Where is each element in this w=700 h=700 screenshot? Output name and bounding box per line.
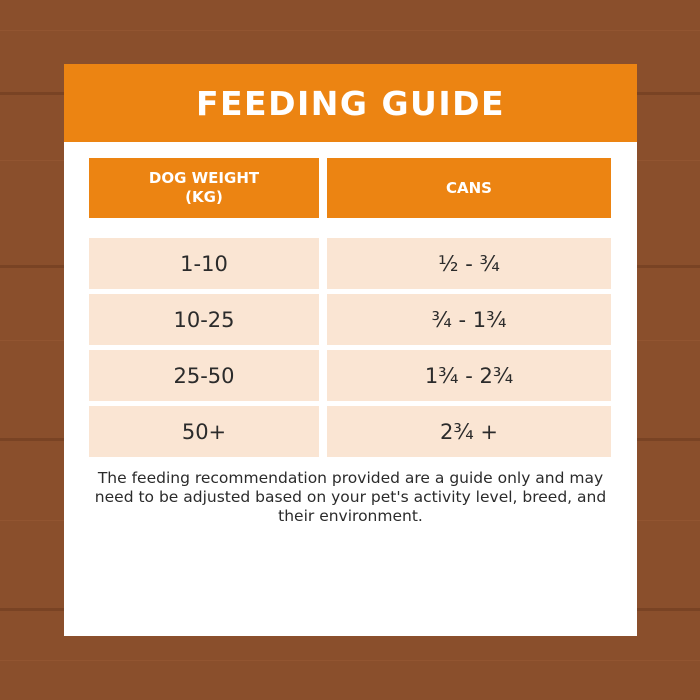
weight-cell: 10-25: [89, 294, 319, 345]
cans-cell: ½ - ¾: [327, 238, 611, 289]
disclaimer-note: The feeding recommendation provided are …: [94, 469, 607, 525]
wood-grain: [0, 660, 700, 661]
weight-cell: 25-50: [89, 350, 319, 401]
header-dog-weight: DOG WEIGHT (KG): [89, 158, 319, 218]
header-cans: CANS: [327, 158, 611, 218]
cans-cell: 1¾ - 2¾: [327, 350, 611, 401]
wood-grain: [0, 30, 700, 31]
feeding-guide-card: FEEDING GUIDE DOG WEIGHT (KG) CANS 1-10 …: [64, 64, 637, 636]
page-title: FEEDING GUIDE: [64, 64, 637, 142]
cans-cell: 2¾ +: [327, 406, 611, 457]
cans-cell: ¾ - 1¾: [327, 294, 611, 345]
weight-cell: 1-10: [89, 238, 319, 289]
weight-cell: 50+: [89, 406, 319, 457]
